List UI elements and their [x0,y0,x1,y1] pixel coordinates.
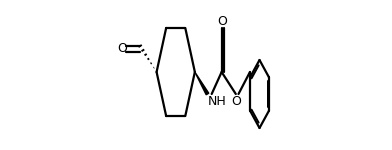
Text: O: O [231,95,241,108]
Text: NH: NH [208,95,227,108]
Polygon shape [195,72,209,95]
Text: O: O [218,15,227,28]
Text: O: O [117,42,127,56]
